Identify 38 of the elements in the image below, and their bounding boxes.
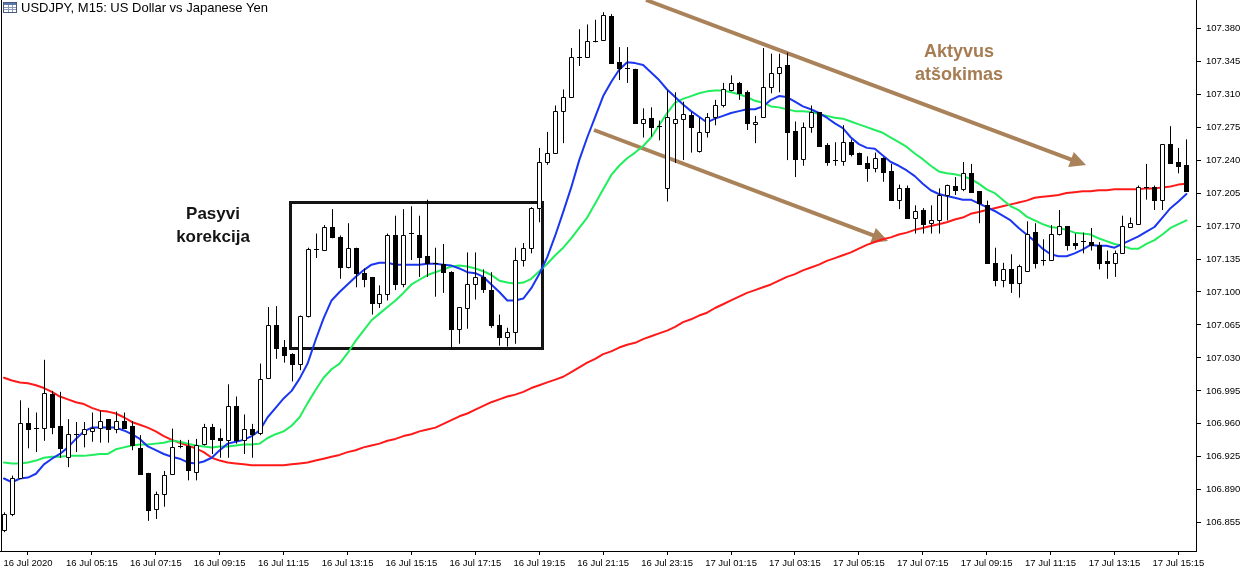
y-tick-label: 106.995: [1206, 384, 1241, 396]
x-tick-label: 17 Jul 01:15: [705, 557, 757, 569]
y-tick-label: 107.205: [1206, 186, 1241, 198]
y-tick-label: 107.310: [1206, 87, 1241, 99]
x-tick-label: 16 Jul 21:15: [577, 557, 630, 569]
x-tick-label: 16 Jul 11:15: [258, 557, 310, 569]
y-tick-label: 106.890: [1206, 483, 1241, 495]
x-tick-label: 16 Jul 15:15: [385, 557, 438, 569]
y-tick-label: 107.275: [1206, 120, 1241, 132]
x-tick-label: 17 Jul 03:15: [769, 557, 821, 569]
y-tick-label: 107.240: [1206, 153, 1241, 165]
y-tick-label: 106.960: [1206, 417, 1241, 429]
y-tick-label: 106.925: [1206, 450, 1241, 462]
x-tick-label: 16 Jul 07:15: [129, 557, 182, 569]
annotation: Pasyvi korekcija: [176, 203, 251, 246]
chart-title: USDJPY, M15: US Dollar vs Japanese Yen: [21, 0, 268, 15]
x-tick-label: 17 Jul 05:15: [832, 557, 885, 569]
y-tick-label: 107.170: [1206, 219, 1241, 231]
x-tick-label: 17 Jul 09:15: [960, 557, 1013, 569]
x-tick-label: 16 Jul 23:15: [641, 557, 693, 569]
y-tick-label: 107.100: [1206, 285, 1241, 297]
x-tick-label: 16 Jul 19:15: [513, 557, 566, 569]
x-tick-label: 16 Jul 09:15: [193, 557, 246, 569]
y-tick-label: 107.135: [1206, 252, 1241, 264]
x-tick-label: 17 Jul 11:15: [1025, 557, 1077, 569]
x-tick-label: 16 Jul 05:15: [65, 557, 118, 569]
y-tick-label: 107.345: [1206, 54, 1241, 66]
x-tick-label: 17 Jul 07:15: [896, 557, 949, 569]
x-tick-label: 16 Jul 13:15: [321, 557, 374, 569]
x-tick-label: 16 Jul 17:15: [449, 557, 502, 569]
y-tick-label: 106.855: [1206, 516, 1241, 528]
y-tick-label: 107.065: [1206, 318, 1241, 330]
y-tick-label: 107.030: [1206, 351, 1241, 363]
x-tick-label: 17 Jul 13:15: [1088, 557, 1141, 569]
x-tick-label: 16 Jul 2020: [3, 557, 53, 569]
x-tick-label: 17 Jul 15:15: [1152, 557, 1205, 569]
annotation: Aktyvus atšokimas: [914, 40, 1004, 84]
y-tick-label: 107.380: [1206, 21, 1241, 33]
